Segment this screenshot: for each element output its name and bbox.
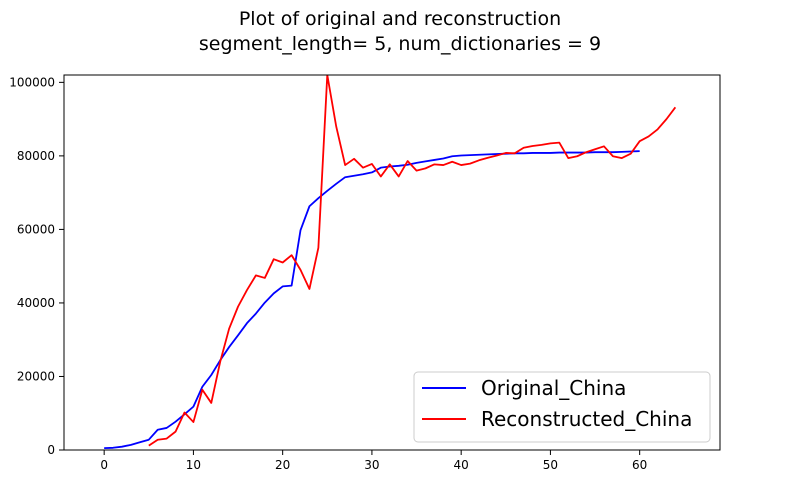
y-tick-label: 20000	[17, 369, 55, 383]
axes-frame	[63, 74, 721, 451]
legend-box	[413, 371, 711, 443]
chart-subtitle: segment_length= 5, num_dictionaries = 9	[199, 33, 601, 55]
y-tick-label: 40000	[17, 296, 55, 310]
legend-label-original: Original_China	[481, 376, 626, 400]
x-tick-label: 0	[100, 458, 108, 472]
x-tick-label: 10	[186, 458, 201, 472]
series-line-original-china	[104, 150, 640, 450]
x-axis: 0 10 20 30 40 50 60	[100, 450, 647, 472]
y-axis: 0 20000 40000 60000 80000 100000	[9, 75, 64, 457]
x-tick-label: 30	[364, 458, 379, 472]
y-tick-label: 0	[47, 443, 55, 457]
legend-label-reconstructed: Reconstructed_China	[481, 407, 692, 431]
x-tick-label: 40	[454, 458, 469, 472]
x-tick-label: 60	[632, 458, 647, 472]
chart-title: Plot of original and reconstruction	[239, 8, 561, 30]
x-tick-label: 20	[275, 458, 290, 472]
y-tick-label: 100000	[9, 75, 55, 89]
series-layer	[104, 75, 677, 450]
legend: Original_China Reconstructed_China	[413, 371, 711, 443]
x-tick-label: 50	[543, 458, 558, 472]
y-tick-label: 60000	[17, 222, 55, 236]
y-tick-label: 80000	[17, 149, 55, 163]
series-line-reconstructed-china	[148, 75, 677, 447]
